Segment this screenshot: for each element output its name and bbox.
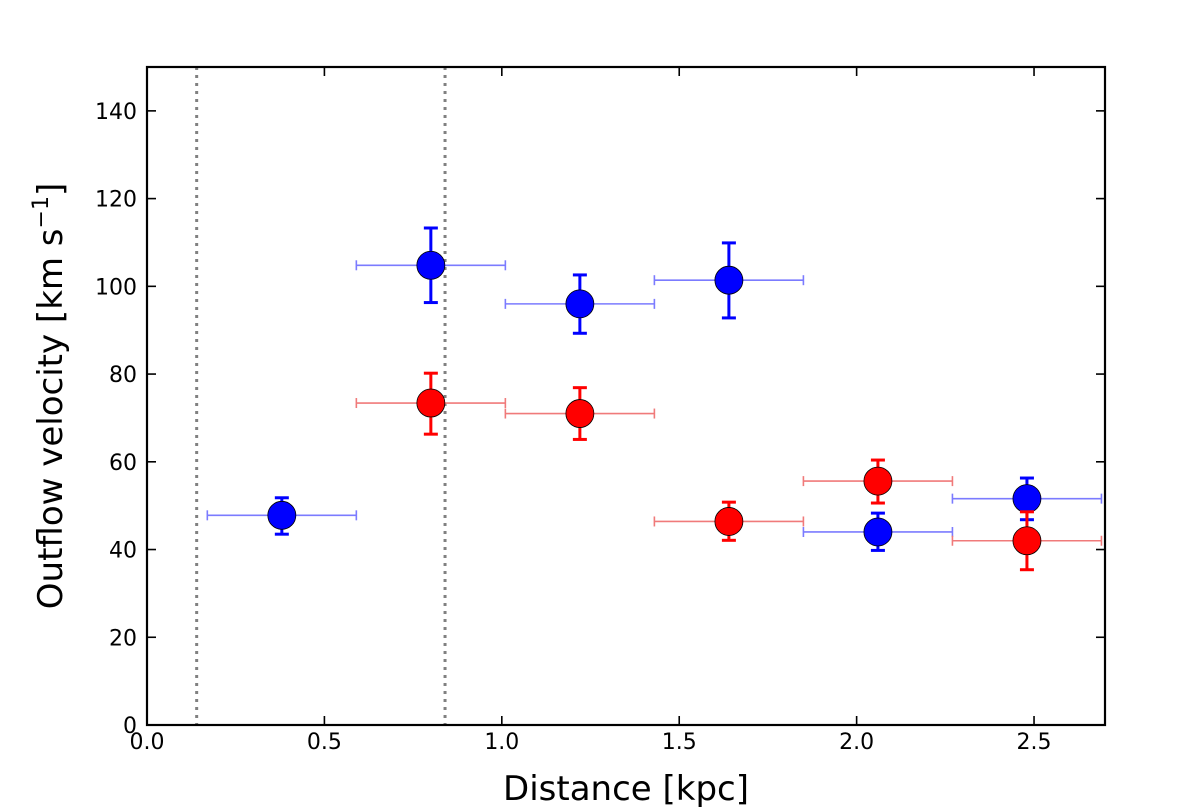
data-point-red — [951, 510, 1103, 572]
x-tick-label: 1.0 — [484, 730, 519, 755]
x-tick-label: 1.5 — [662, 730, 697, 755]
y-tick-label: 140 — [95, 100, 137, 125]
data-marker — [565, 399, 595, 428]
data-point-blue — [206, 496, 358, 536]
axis-ticks — [146, 67, 1105, 726]
data-point-blue — [802, 511, 954, 552]
data-marker — [565, 289, 595, 319]
data-point-blue — [504, 273, 656, 335]
series-red — [355, 371, 1103, 572]
data-point-blue — [355, 226, 507, 305]
y-axis-title-close: ] — [31, 183, 71, 196]
x-tick-label: 0.5 — [307, 730, 342, 755]
data-point-red — [355, 371, 507, 436]
data-point-red — [802, 458, 954, 505]
y-tick-label: 120 — [95, 188, 137, 213]
y-tick-label: 80 — [109, 363, 137, 388]
data-series — [206, 226, 1103, 572]
data-marker — [416, 250, 446, 280]
x-axis-title: Distance [kpc] — [503, 769, 749, 808]
y-tick-label: 100 — [95, 275, 137, 300]
data-point-red — [653, 500, 805, 542]
x-tick-label: 0.0 — [130, 730, 165, 755]
y-tick-label: 40 — [109, 539, 137, 564]
data-marker — [1012, 484, 1042, 514]
data-marker — [416, 388, 446, 418]
data-marker — [714, 507, 744, 536]
y-axis-title-superscript: −1 — [29, 196, 54, 228]
data-point-blue — [653, 241, 805, 320]
data-marker — [267, 500, 297, 530]
data-marker — [1012, 526, 1042, 556]
reference-lines — [195, 67, 447, 725]
plot-frame — [145, 65, 1107, 727]
data-marker — [863, 466, 893, 496]
y-axis-title: Outflow velocity [km s−1] — [29, 183, 71, 609]
y-tick-label: 20 — [109, 626, 137, 651]
x-tick-label: 2.0 — [839, 730, 874, 755]
data-marker — [863, 517, 893, 547]
y-tick-label: 0 — [123, 714, 137, 739]
tick-labels: 0.0 0.5 1.0 1.5 2.0 2.5 0 20 40 60 80 100 120 140 — [95, 100, 1052, 755]
series-blue — [206, 226, 1103, 552]
data-point-red — [504, 386, 656, 441]
y-tick-label: 60 — [109, 451, 137, 476]
data-marker — [714, 265, 744, 295]
x-tick-label: 2.5 — [1017, 730, 1052, 755]
y-axis-title-text: Outflow velocity [km s — [31, 228, 71, 609]
